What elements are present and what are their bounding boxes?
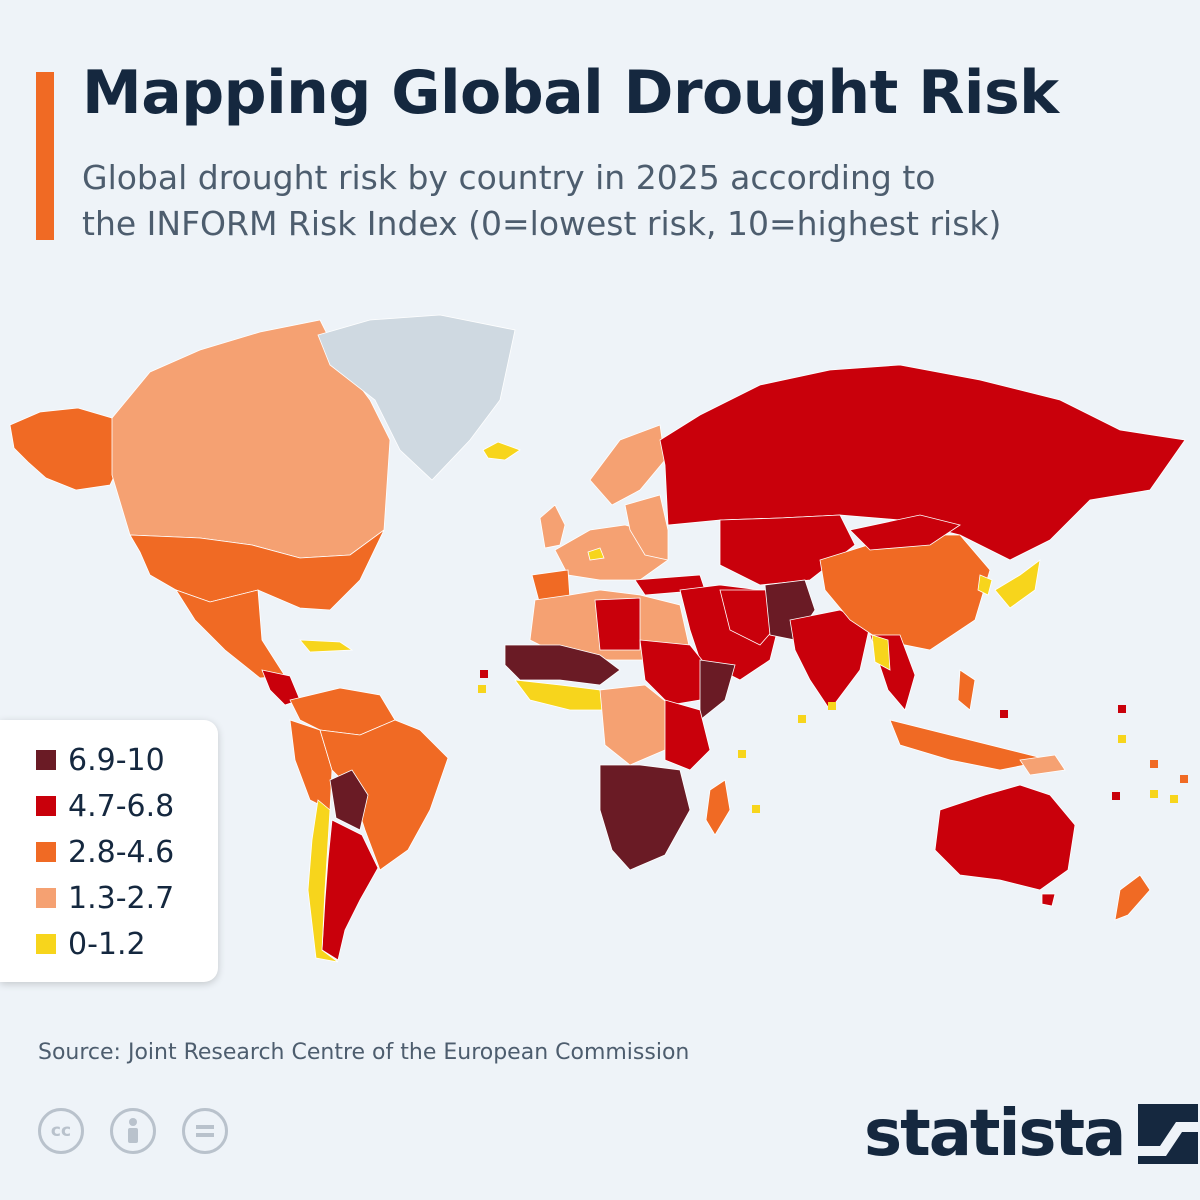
page-title: Mapping Global Drought Risk bbox=[82, 58, 1059, 128]
legend-item-6-9-10: 6.9-10 bbox=[36, 742, 165, 778]
region-east-africa bbox=[664, 699, 711, 771]
region-argentina bbox=[321, 819, 379, 961]
legend-label-4-7-6-8: 4.7-6.8 bbox=[68, 788, 175, 824]
island-marker bbox=[478, 685, 486, 693]
legend-item-1-3-2-7: 1.3-2.7 bbox=[36, 880, 174, 916]
nd-icon[interactable] bbox=[182, 1108, 228, 1154]
legend-item-2-8-4-6: 2.8-4.6 bbox=[36, 834, 174, 870]
region-australia bbox=[934, 784, 1076, 891]
source-note: Source: Joint Research Centre of the Eur… bbox=[38, 1040, 690, 1065]
region-horn-of-africa bbox=[699, 659, 736, 721]
equals-glyph bbox=[196, 1125, 214, 1137]
region-japan bbox=[994, 559, 1041, 609]
island-marker bbox=[1180, 775, 1188, 783]
island-marker bbox=[1118, 705, 1126, 713]
region-libya bbox=[594, 597, 641, 651]
region-chile bbox=[307, 799, 339, 963]
legend-swatch-6-9-10 bbox=[36, 750, 56, 770]
island-marker bbox=[1170, 795, 1178, 803]
region-alaska bbox=[9, 407, 123, 491]
island-marker bbox=[1000, 710, 1008, 718]
legend-swatch-2-8-4-6 bbox=[36, 842, 56, 862]
statista-wordmark: statista bbox=[864, 1097, 1126, 1171]
island-marker bbox=[1150, 760, 1158, 768]
legend-label-1-3-2-7: 1.3-2.7 bbox=[68, 880, 175, 916]
title-accent-bar bbox=[36, 72, 54, 240]
island-marker bbox=[752, 805, 760, 813]
statista-logo[interactable]: statista bbox=[864, 1097, 1199, 1171]
legend-swatch-0-1-2 bbox=[36, 934, 56, 954]
region-greenland bbox=[317, 314, 516, 481]
region-papua-new-guinea bbox=[1019, 754, 1066, 776]
island-marker bbox=[480, 670, 488, 678]
world-map bbox=[9, 314, 1188, 963]
region-southern-africa bbox=[599, 764, 691, 871]
region-new-zealand bbox=[1114, 874, 1151, 921]
island-marker bbox=[1118, 735, 1126, 743]
region-scandinavia bbox=[589, 424, 666, 506]
region-united-states bbox=[129, 529, 385, 611]
legend-item-4-7-6-8: 4.7-6.8 bbox=[36, 788, 174, 824]
license-icons: cc bbox=[38, 1108, 254, 1154]
region-korea bbox=[977, 574, 993, 596]
region-mexico bbox=[175, 589, 286, 679]
island-marker bbox=[738, 750, 746, 758]
region-west-africa-coast bbox=[514, 679, 606, 711]
island-marker bbox=[1112, 792, 1120, 800]
subtitle-line-2: the INFORM Risk Index (0=lowest risk, 10… bbox=[82, 204, 1002, 243]
legend-label-2-8-4-6: 2.8-4.6 bbox=[68, 834, 175, 870]
person-glyph bbox=[128, 1118, 138, 1143]
island-marker bbox=[1150, 790, 1158, 798]
cc-icon[interactable]: cc bbox=[38, 1108, 84, 1154]
region-central-africa bbox=[599, 684, 671, 766]
region-mongolia bbox=[849, 514, 961, 551]
island-marker bbox=[828, 702, 836, 710]
legend-label-6-9-10: 6.9-10 bbox=[68, 742, 165, 778]
region-uk-ireland bbox=[539, 504, 566, 549]
region-eastern-europe bbox=[624, 494, 669, 561]
region-madagascar bbox=[705, 779, 731, 836]
by-icon[interactable] bbox=[110, 1108, 156, 1154]
legend-item-0-1-2: 0-1.2 bbox=[36, 926, 146, 962]
region-philippines bbox=[957, 669, 976, 711]
region-iceland bbox=[482, 441, 521, 461]
region-bolivia bbox=[329, 769, 369, 831]
region-myanmar bbox=[871, 634, 891, 671]
region-caribbean bbox=[299, 639, 354, 653]
subtitle-line-1: Global drought risk by country in 2025 a… bbox=[82, 158, 936, 197]
statista-logo-icon bbox=[1138, 1104, 1199, 1164]
page-subtitle: Global drought risk by country in 2025 a… bbox=[82, 155, 1001, 247]
legend-swatch-1-3-2-7 bbox=[36, 888, 56, 908]
region-sahel bbox=[504, 644, 621, 686]
island-marker bbox=[798, 715, 806, 723]
legend-label-0-1-2: 0-1.2 bbox=[68, 926, 146, 962]
legend-swatch-4-7-6-8 bbox=[36, 796, 56, 816]
region-switzerland bbox=[587, 547, 605, 561]
region-tasmania bbox=[1041, 893, 1056, 907]
map-legend: 6.9-10 4.7-6.8 2.8-4.6 1.3-2.7 0-1.2 bbox=[0, 720, 218, 982]
